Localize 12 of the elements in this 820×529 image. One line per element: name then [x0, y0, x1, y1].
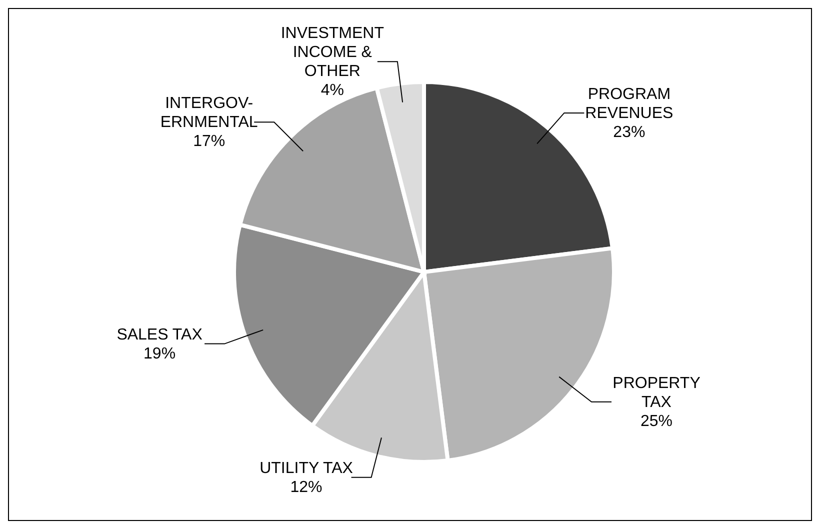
slice-label: SALES TAX [116, 326, 203, 344]
slice-label: INVESTMENT INCOME & OTHER [280, 25, 384, 80]
slice-label: PROPERTY TAX [612, 374, 701, 411]
data-label: 4% [320, 82, 344, 100]
slice-label: INTERGOV- ERNMENTAL [160, 95, 258, 132]
data-label: 25% [640, 412, 673, 430]
data-label: 17% [193, 133, 226, 150]
slice-label: UTILITY TAX [260, 460, 354, 477]
data-label: 12% [290, 478, 322, 496]
slice-label: PROGRAM REVENUES [585, 86, 674, 122]
data-label: 23% [613, 124, 646, 141]
data-label: 19% [144, 345, 176, 362]
